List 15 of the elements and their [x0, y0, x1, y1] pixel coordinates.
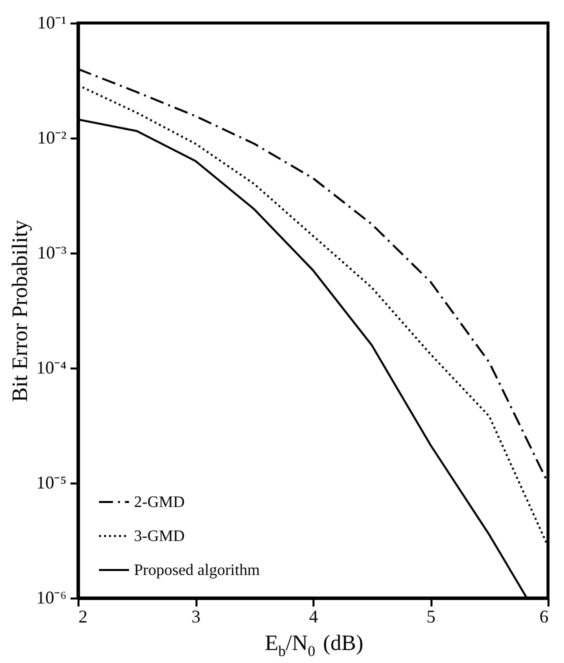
legend-label: 3-GMD — [134, 528, 185, 545]
y-tick-label: 10⁻¹ — [37, 12, 66, 32]
legend-label: 2-GMD — [134, 494, 185, 511]
y-tick-label: 10⁻³ — [37, 242, 68, 262]
y-tick-label: 10⁻² — [37, 128, 66, 148]
y-tick-label: 10⁻⁵ — [36, 472, 66, 492]
x-tick-label: 6 — [540, 606, 548, 626]
y-axis-title: Bit Error Probability — [7, 220, 32, 402]
legend-label: Proposed algorithm — [134, 562, 260, 579]
x-tick-label: 2 — [78, 606, 88, 626]
y-tick-label: 10⁻⁶ — [36, 588, 66, 608]
x-tick-label: 4 — [309, 606, 318, 626]
y-tick-label: 10⁻⁴ — [36, 358, 66, 378]
x-tick-label: 3 — [192, 606, 200, 626]
x-tick-label: 5 — [426, 606, 436, 626]
